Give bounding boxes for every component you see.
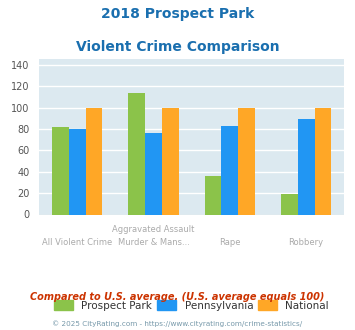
Text: All Violent Crime: All Violent Crime xyxy=(42,238,112,247)
Text: Murder & Mans...: Murder & Mans... xyxy=(118,238,190,247)
Bar xyxy=(298,119,315,214)
Bar xyxy=(52,127,69,214)
Text: © 2025 CityRating.com - https://www.cityrating.com/crime-statistics/: © 2025 CityRating.com - https://www.city… xyxy=(53,320,302,327)
Bar xyxy=(162,108,179,214)
Bar xyxy=(281,194,298,214)
Text: 2018 Prospect Park: 2018 Prospect Park xyxy=(101,7,254,20)
Bar xyxy=(129,92,145,214)
Text: Violent Crime Comparison: Violent Crime Comparison xyxy=(76,40,279,53)
Legend: Prospect Park, Pennsylvania, National: Prospect Park, Pennsylvania, National xyxy=(54,300,329,311)
Text: Robbery: Robbery xyxy=(289,238,324,247)
Bar xyxy=(145,133,162,214)
Bar xyxy=(205,176,222,214)
Bar xyxy=(222,126,238,214)
Bar xyxy=(86,108,102,214)
Bar xyxy=(315,108,331,214)
Text: Aggravated Assault: Aggravated Assault xyxy=(112,225,195,234)
Text: Compared to U.S. average. (U.S. average equals 100): Compared to U.S. average. (U.S. average … xyxy=(30,292,325,302)
Text: Rape: Rape xyxy=(219,238,241,247)
Bar xyxy=(69,129,86,214)
Bar xyxy=(238,108,255,214)
